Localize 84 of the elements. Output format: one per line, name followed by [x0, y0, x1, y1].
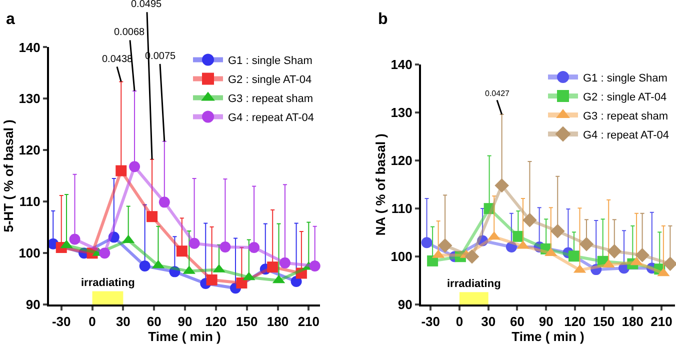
point	[248, 242, 260, 253]
point	[236, 278, 248, 289]
x-tick-label: 0	[456, 314, 464, 330]
point	[116, 165, 127, 176]
point	[568, 250, 580, 262]
point	[279, 257, 290, 268]
point	[607, 244, 622, 258]
point	[494, 178, 509, 193]
legend-label: G3 : repeat sham	[583, 110, 668, 122]
y-axis-title: 5-HT ( % of basal )	[1, 120, 16, 232]
y-axis-title: NA ( % of basal )	[373, 133, 388, 236]
legend-label: G4 : repeat AT-04	[228, 112, 314, 124]
x-tick-label: 120	[205, 314, 227, 330]
y-tick-label: 110	[391, 201, 412, 216]
point	[512, 230, 524, 242]
point	[267, 262, 278, 273]
point	[188, 238, 200, 249]
legend-label: G2 : single AT-04	[583, 91, 667, 104]
y-tick-label: 120	[390, 153, 412, 168]
x-tick-label: -30	[52, 314, 71, 330]
chart-title: b	[378, 11, 388, 28]
band-label: irradiating	[447, 278, 501, 290]
point	[290, 276, 302, 287]
x-axis-title: Time ( min )	[512, 329, 584, 344]
y-tick-label: 130	[390, 105, 412, 120]
x-tick-label: 150	[592, 314, 615, 330]
point	[484, 203, 495, 214]
point	[309, 260, 320, 272]
y-tick-label: 140	[390, 56, 412, 72]
x-tick-label: 210	[650, 314, 672, 330]
x-tick-label: 30	[116, 314, 130, 330]
y-tick-label: 110	[19, 194, 40, 210]
point	[438, 238, 452, 253]
y-tick-label: 130	[18, 91, 40, 106]
point	[108, 232, 120, 243]
x-tick-label: 180	[622, 314, 644, 330]
point	[296, 268, 307, 279]
legend-label: G1 : single Sham	[228, 55, 312, 68]
chart-title: a	[6, 11, 15, 28]
x-tick-label: 30	[481, 314, 496, 330]
point	[506, 241, 517, 252]
y-tick-label: 100	[18, 246, 40, 261]
x-axis-title: Time ( min )	[148, 329, 221, 344]
y-tick-label: 120	[18, 142, 40, 158]
point	[169, 266, 180, 278]
y-tick-label: 100	[390, 249, 412, 264]
point	[158, 196, 170, 208]
point	[220, 241, 231, 252]
annotation: 0.0495	[131, 0, 162, 10]
point	[129, 161, 140, 172]
point	[579, 236, 594, 252]
y-tick-label: 140	[18, 40, 40, 55]
point	[635, 248, 650, 262]
y-tick-label: 90	[398, 297, 412, 312]
point	[464, 249, 480, 264]
legend-label: G1 : single Sham	[583, 72, 668, 84]
band-label: irradiating	[81, 277, 135, 289]
point	[421, 237, 432, 248]
x-tick-label: 150	[236, 314, 258, 330]
x-tick-label: 120	[564, 314, 586, 330]
y-tick-label: 90	[26, 297, 40, 312]
legend-label: G4 : repeat AT-04	[583, 129, 670, 142]
point	[99, 248, 110, 259]
point	[522, 212, 537, 228]
x-tick-label: 60	[146, 314, 162, 330]
legend-label: G3 : repeat sham	[228, 93, 313, 106]
x-tick-label: 210	[298, 314, 320, 330]
x-tick-label: 180	[266, 314, 289, 330]
point	[146, 211, 158, 222]
x-tick-label: 0	[88, 314, 96, 330]
point	[590, 264, 602, 276]
point	[206, 274, 218, 286]
point	[69, 234, 80, 245]
annotation: 0.0068	[114, 27, 146, 38]
x-tick-label: 90	[178, 314, 192, 330]
point	[176, 246, 188, 257]
annotation: 0.0427	[485, 89, 510, 98]
legend-label: G2 : single AT-04	[228, 74, 312, 86]
point	[550, 224, 565, 238]
x-tick-label: 90	[538, 314, 554, 330]
x-tick-label: 60	[510, 314, 524, 330]
point	[477, 235, 488, 246]
x-tick-label: -30	[421, 314, 440, 330]
point	[139, 260, 150, 272]
